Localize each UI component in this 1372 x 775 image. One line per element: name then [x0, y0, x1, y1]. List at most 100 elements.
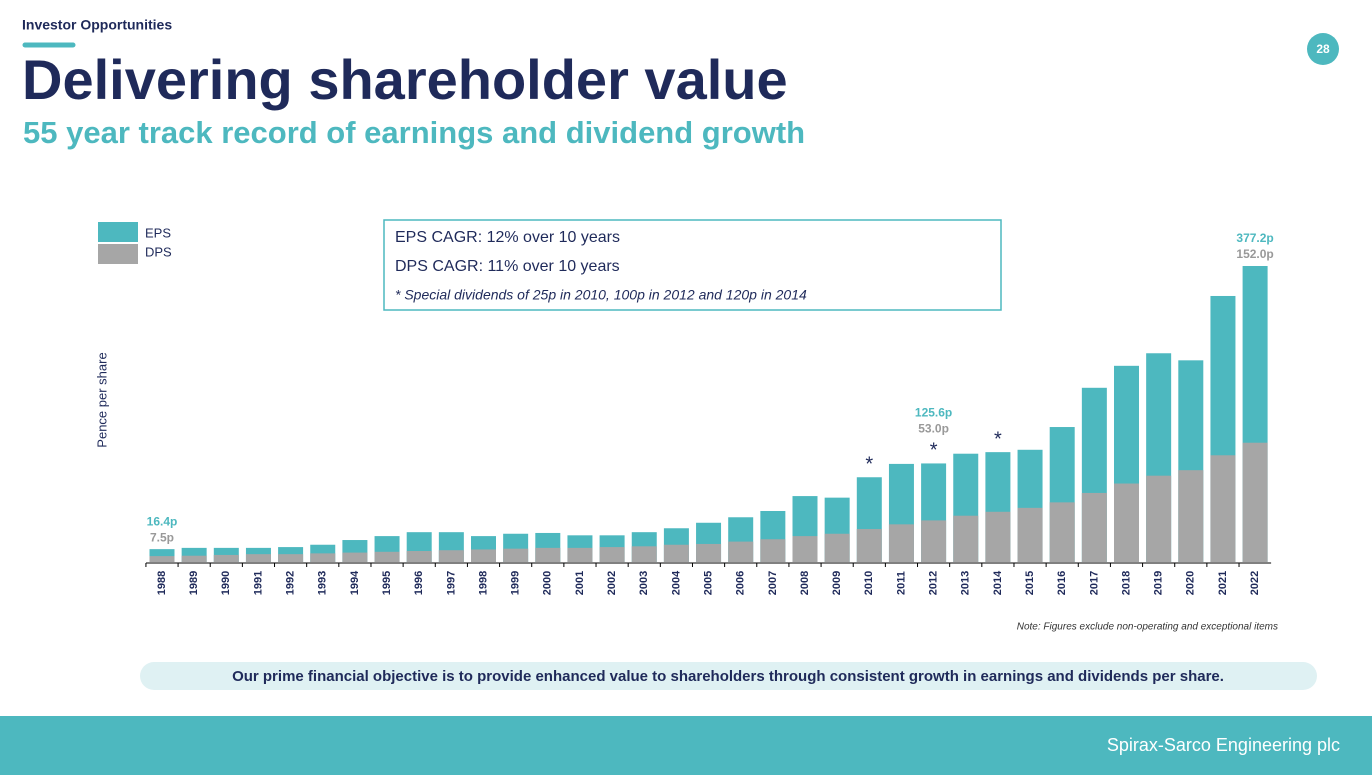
legend-label: EPS: [145, 225, 171, 240]
value-label: 16.4p: [147, 514, 178, 528]
page-badge: [1307, 33, 1339, 65]
x-tick-label: 2011: [895, 571, 907, 595]
bar-dps: [1210, 455, 1236, 562]
x-tick-label: 2007: [767, 571, 779, 595]
bar-dps: [1017, 507, 1043, 562]
x-tick-label: 2022: [1249, 571, 1261, 595]
bar-dps: [985, 511, 1011, 562]
bar-dps: [921, 520, 947, 562]
bar-dps: [856, 529, 882, 562]
x-tick-label: 2004: [670, 570, 682, 595]
legend-label: DPS: [145, 244, 172, 259]
bar-dps: [471, 549, 496, 562]
x-tick-label: 2002: [606, 571, 618, 595]
x-tick-label: 1998: [477, 571, 489, 595]
objective-text: Our prime financial objective is to prov…: [232, 668, 1224, 685]
x-tick-label: 1993: [317, 571, 329, 595]
x-tick-label: 2012: [928, 571, 940, 595]
value-label: 377.2p: [1236, 231, 1273, 245]
info-line: EPS CAGR: 12% over 10 years: [395, 229, 620, 246]
x-tick-label: 2010: [863, 571, 875, 595]
title: Delivering shareholder value: [22, 48, 788, 111]
bar-dps: [1114, 483, 1139, 562]
info-line: DPS CAGR: 11% over 10 years: [395, 258, 620, 275]
footer-text: Spirax-Sarco Engineering plc: [1107, 735, 1340, 755]
bar-dps: [406, 551, 432, 562]
bar-dps: [1146, 475, 1172, 562]
chart: EPS DPS 1988 16.4p 7.5p 1989 1990 1991 1992 1993 1…: [98, 222, 1274, 595]
x-tick-label: 1990: [220, 571, 232, 595]
bar-dps: [760, 539, 786, 562]
subtitle: 55 year track record of earnings and div…: [23, 115, 805, 150]
info-box: [383, 219, 1002, 311]
bar-dps: [438, 550, 464, 562]
y-axis-label: Pence per share: [94, 352, 109, 447]
annotation: *: [994, 428, 1002, 450]
x-tick-label: 2019: [1153, 571, 1165, 595]
page-number: 28: [1316, 42, 1330, 56]
annotation: *: [930, 440, 938, 462]
section-label: Investor Opportunities: [22, 17, 172, 33]
bar-dps: [1242, 442, 1268, 562]
x-tick-label: 2021: [1217, 571, 1229, 595]
footer-bar: [0, 716, 1372, 775]
value-label: 53.0p: [918, 422, 949, 436]
bar-dps: [663, 544, 689, 562]
note: Note: Figures exclude non-operating and …: [1017, 622, 1278, 633]
x-tick-label: 1988: [156, 571, 168, 595]
x-tick-label: 2006: [735, 571, 747, 595]
bar-dps: [374, 551, 400, 562]
x-tick-label: 1994: [349, 570, 361, 595]
bar-dps: [342, 552, 368, 562]
value-label: 7.5p: [150, 530, 174, 544]
x-tick-label: 1991: [252, 571, 264, 595]
objective-banner: [140, 662, 1317, 690]
bar-dps: [728, 541, 754, 562]
bar-dps: [888, 524, 914, 562]
info-line: * Special dividends of 25p in 2010, 100p…: [395, 287, 807, 303]
bar-dps: [599, 547, 625, 562]
value-label: 152.0p: [1236, 247, 1273, 261]
bar-dps: [535, 547, 561, 562]
x-tick-label: 2003: [638, 571, 650, 595]
bar-dps: [824, 533, 850, 562]
x-tick-label: 1989: [188, 571, 200, 595]
bar-dps: [792, 536, 818, 562]
legend-swatch: [98, 244, 138, 264]
x-tick-label: 2014: [992, 570, 1004, 595]
bar-dps: [149, 556, 175, 562]
bar-dps: [696, 543, 722, 562]
bar-dps: [567, 547, 593, 562]
x-tick-label: 1995: [381, 571, 393, 595]
bar-dps: [310, 553, 336, 562]
bar-dps: [1081, 492, 1107, 562]
x-tick-label: 2005: [702, 571, 714, 595]
legend-swatch: [98, 222, 138, 242]
x-tick-label: 2015: [1024, 571, 1036, 595]
x-tick-label: 1992: [285, 571, 297, 595]
value-label: 125.6p: [915, 406, 952, 420]
x-tick-label: 2016: [1056, 571, 1068, 595]
x-tick-label: 2013: [960, 571, 972, 595]
x-tick-label: 2001: [574, 571, 586, 595]
bar-dps: [953, 515, 979, 562]
x-tick-label: 2009: [831, 571, 843, 595]
bar-dps: [1049, 502, 1075, 562]
x-tick-label: 2017: [1088, 571, 1100, 595]
bar-dps: [181, 555, 207, 562]
bar-dps: [1178, 470, 1204, 562]
x-tick-label: 2000: [542, 571, 554, 595]
bar-dps: [213, 554, 239, 562]
x-tick-label: 1996: [413, 571, 425, 595]
x-tick-label: 2020: [1185, 571, 1197, 595]
bar-dps: [245, 554, 271, 562]
bar-dps: [631, 546, 657, 562]
x-tick-label: 2008: [799, 571, 811, 595]
x-tick-label: 1999: [510, 571, 522, 595]
annotation: *: [865, 454, 873, 476]
x-tick-label: 1997: [445, 571, 457, 595]
x-tick-label: 2018: [1120, 571, 1132, 595]
bar-dps: [503, 548, 529, 562]
bar-dps: [278, 554, 304, 562]
